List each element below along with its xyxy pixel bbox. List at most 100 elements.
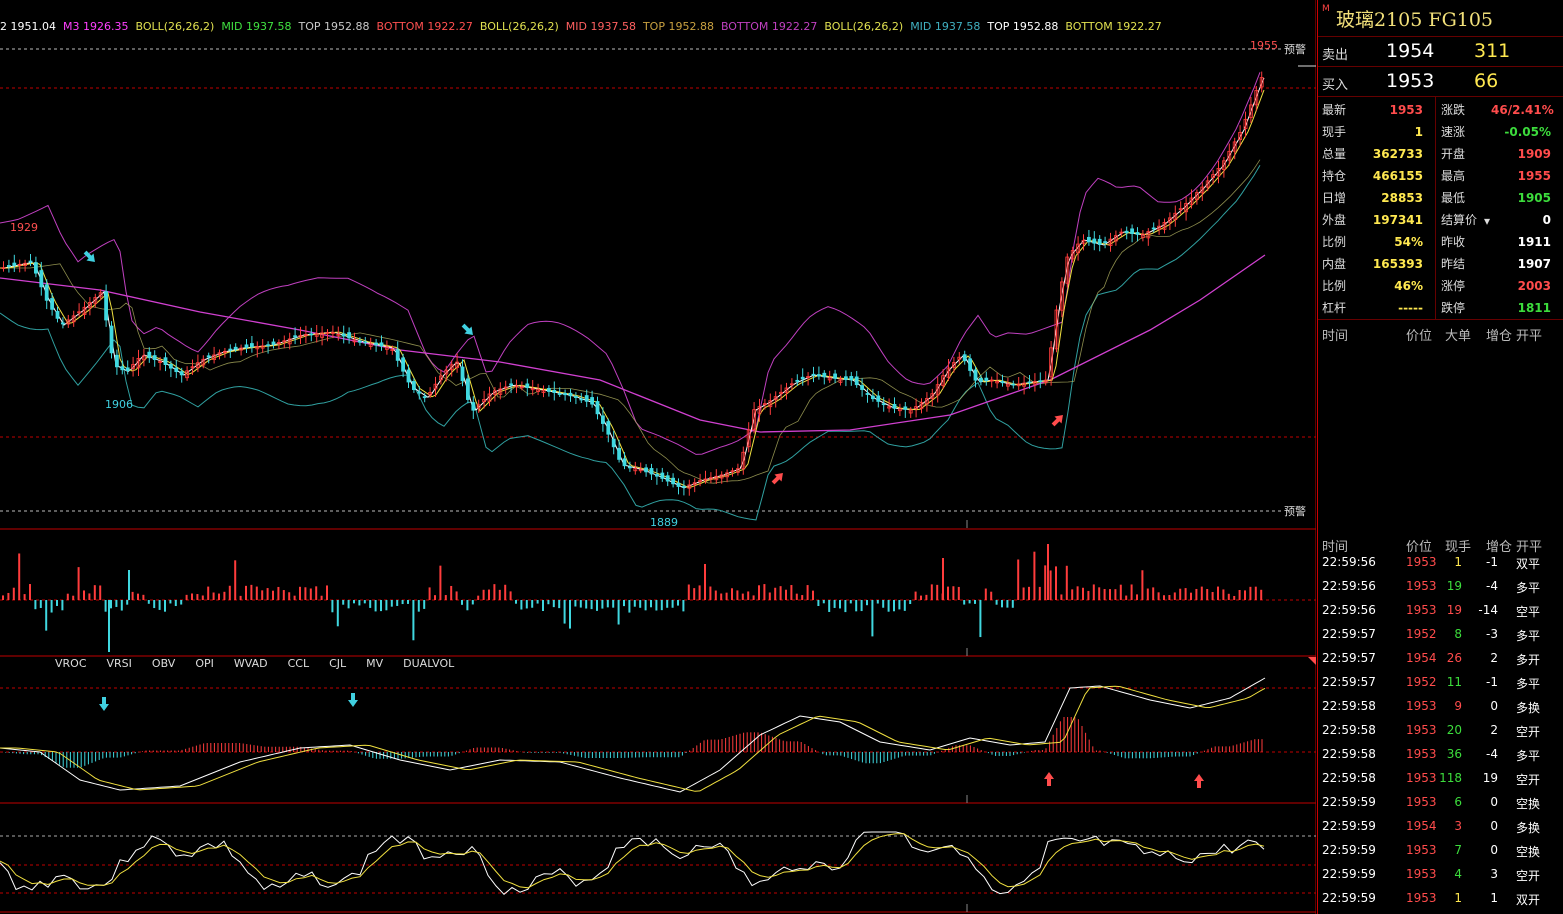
- tab-obv[interactable]: OBV: [151, 657, 176, 670]
- stat-label: 结算价: [1441, 213, 1478, 227]
- chart-area[interactable]: 1955 1929 1906 1889 预警 预警 2 1951.04 M3 1926.35…: [0, 0, 1316, 914]
- volume-bar: [687, 584, 690, 600]
- tick-row[interactable]: 22:59:58 1953 118 19 空开: [1318, 767, 1563, 791]
- candle-body: [676, 482, 681, 487]
- candle-body: [703, 478, 708, 481]
- volume-bar: [520, 600, 523, 610]
- tick-volume: 19: [1446, 579, 1462, 593]
- tick-price: 1953: [1406, 579, 1437, 593]
- candle-body: [768, 400, 773, 408]
- stat-value: 1911: [1517, 235, 1551, 249]
- volume-bar: [1184, 588, 1187, 600]
- candle-body: [266, 344, 271, 347]
- volume-bar: [23, 594, 26, 600]
- candle-body: [1254, 90, 1259, 106]
- tick-row[interactable]: 22:59:56 1953 19 -4 多平: [1318, 575, 1563, 599]
- volume-bar: [137, 593, 139, 600]
- indicator-tabs[interactable]: VROC VRSI OBV OPI WVAD CCL CJL MV DUALVOL: [55, 657, 474, 670]
- tick-row[interactable]: 22:59:59 1953 7 0 空换: [1318, 839, 1563, 863]
- volume-bar: [1173, 592, 1176, 600]
- tick-time: 22:59:58: [1322, 699, 1376, 713]
- candle-body: [249, 343, 254, 348]
- tick-list[interactable]: 22:59:56 1953 1 -1 双平 22:59:56 1953 19 -4 多平 22:59…: [1318, 551, 1563, 911]
- candle-body: [336, 333, 341, 336]
- volume-bar: [1206, 589, 1209, 600]
- volume-bar: [547, 600, 550, 605]
- tick-row[interactable]: 22:59:58 1953 36 -4 多平: [1318, 743, 1563, 767]
- volume-bar: [1200, 586, 1203, 600]
- up-arrow-icon: [1051, 415, 1063, 427]
- volume-bar: [234, 560, 237, 600]
- ask-row[interactable]: 卖出 1954 311: [1318, 37, 1563, 67]
- ma-line: [0, 159, 1261, 484]
- tick-volume: 6: [1454, 795, 1462, 809]
- tick-row[interactable]: 22:59:57 1952 8 -3 多平: [1318, 623, 1563, 647]
- tab-dualvol[interactable]: DUALVOL: [403, 657, 455, 670]
- tick-oi: 1: [1490, 891, 1498, 905]
- tick-row[interactable]: 22:59:57 1954 26 2 多开: [1318, 647, 1563, 671]
- tab-opi[interactable]: OPI: [195, 657, 214, 670]
- candle-body: [709, 477, 713, 480]
- tab-mv[interactable]: MV: [366, 657, 384, 670]
- volume-bar: [77, 567, 80, 600]
- tick-row[interactable]: 22:59:59 1953 4 3 空开: [1318, 863, 1563, 887]
- legend-item: TOP 1952.88: [642, 20, 714, 33]
- tick-row[interactable]: 22:59:56 1953 1 -1 双平: [1318, 551, 1563, 575]
- stat-value: 1: [1414, 125, 1423, 139]
- candle-body: [1000, 381, 1005, 384]
- candle-body: [892, 404, 897, 409]
- bid-row[interactable]: 买入 1953 66: [1318, 67, 1563, 97]
- candle-body: [320, 332, 325, 338]
- tick-volume: 26: [1446, 651, 1462, 665]
- tick-row[interactable]: 22:59:58 1953 20 2 空开: [1318, 719, 1563, 743]
- tab-vrsi[interactable]: VRSI: [106, 657, 132, 670]
- tick-type: 多平: [1516, 581, 1541, 595]
- tick-row[interactable]: 22:59:56 1953 19 -14 空平: [1318, 599, 1563, 623]
- candle-body: [682, 485, 686, 488]
- volume-bar: [493, 584, 496, 600]
- volume-bar: [147, 600, 150, 604]
- volume-bar: [623, 600, 625, 607]
- big-order-header: 时间 价位 大单 增仓 开平: [1318, 320, 1563, 344]
- tick-row[interactable]: 22:59:59 1953 1 1 双开: [1318, 887, 1563, 911]
- ma-mid-line: [0, 89, 1265, 489]
- volume-bar: [1028, 586, 1030, 600]
- candle-body: [628, 466, 632, 469]
- volume-bar: [1060, 594, 1063, 600]
- candle-body: [201, 358, 206, 366]
- volume-bar: [558, 600, 561, 609]
- volume-bar: [93, 585, 96, 600]
- tab-vroc[interactable]: VROC: [55, 657, 87, 670]
- tab-wvad[interactable]: WVAD: [233, 657, 268, 670]
- volume-bar: [709, 586, 712, 600]
- m-badge: M: [1322, 4, 1330, 14]
- volume-bar: [126, 600, 129, 605]
- tab-cjl[interactable]: CJL: [329, 657, 347, 670]
- candle-body: [1200, 186, 1205, 194]
- candle-body: [925, 398, 929, 405]
- volume-bar: [768, 592, 771, 600]
- volume-bar: [920, 595, 922, 600]
- tick-row[interactable]: 22:59:59 1953 6 0 空换: [1318, 791, 1563, 815]
- candle-body: [1049, 347, 1053, 378]
- tick-oi: -4: [1486, 579, 1498, 593]
- candle-body: [552, 389, 557, 393]
- tick-row[interactable]: 22:59:58 1953 9 0 多换: [1318, 695, 1563, 719]
- tick-row[interactable]: 22:59:57 1952 11 -1 多平: [1318, 671, 1563, 695]
- candle-body: [190, 366, 195, 369]
- candle-body: [1146, 231, 1151, 239]
- candle-body: [44, 284, 49, 301]
- tick-row[interactable]: 22:59:59 1954 3 0 多换: [1318, 815, 1563, 839]
- candle-body: [611, 438, 616, 448]
- volume-bar: [801, 595, 804, 600]
- candle-body: [660, 472, 665, 479]
- candle-body: [757, 406, 762, 414]
- candle-body: [471, 402, 476, 411]
- column-header: 增仓: [1486, 540, 1513, 555]
- ma-long-line: [0, 254, 1266, 433]
- tab-ccl[interactable]: CCL: [287, 657, 310, 670]
- volume-bar: [752, 595, 755, 600]
- candle-body: [887, 406, 891, 409]
- candle-body: [1027, 381, 1032, 384]
